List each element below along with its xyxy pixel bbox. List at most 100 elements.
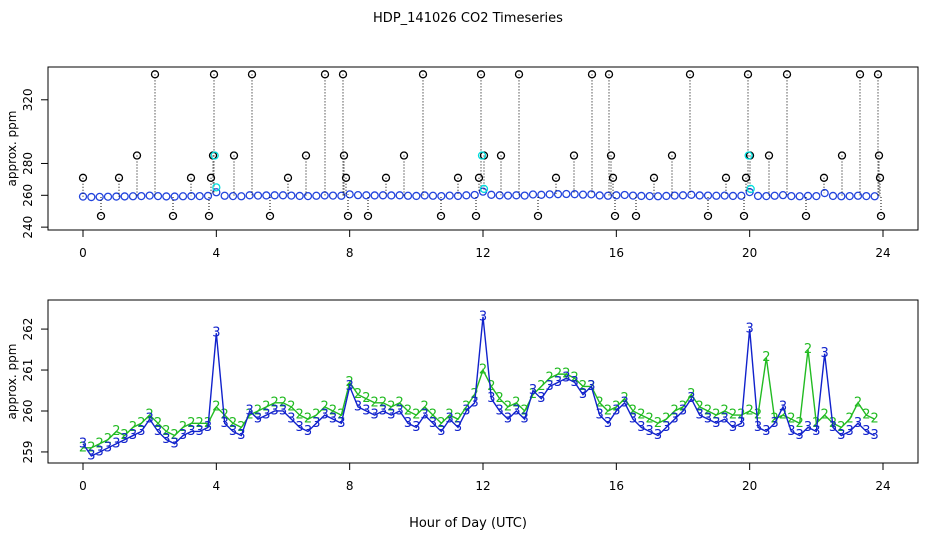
point-marker: 3	[304, 424, 312, 439]
point-marker: 2	[246, 408, 254, 423]
point-marker: 3	[662, 420, 670, 435]
point	[853, 191, 863, 200]
x-tick-label: 20	[742, 479, 757, 493]
point	[178, 192, 188, 201]
point	[553, 190, 563, 199]
point	[453, 173, 463, 182]
point	[770, 191, 779, 200]
point-marker: 3	[537, 391, 545, 406]
point-marker: 3	[112, 436, 120, 451]
point-marker: 3	[479, 309, 487, 324]
point-marker: 2	[537, 379, 545, 394]
x-tick-label: 8	[346, 479, 354, 493]
point	[170, 192, 179, 201]
point	[487, 190, 496, 199]
point	[112, 192, 121, 201]
point	[150, 70, 160, 79]
point	[353, 190, 363, 200]
point-marker: 3	[712, 416, 720, 431]
point-marker: 2	[804, 342, 812, 357]
point-marker: 2	[329, 403, 337, 418]
point	[312, 191, 321, 200]
point-marker: 3	[179, 428, 187, 443]
x-tick-label: 24	[875, 246, 890, 260]
point-marker: 2	[871, 412, 879, 427]
point-marker: 2	[854, 395, 862, 410]
point	[338, 70, 348, 79]
point-marker: 2	[362, 391, 370, 406]
point-marker: 3	[346, 379, 354, 394]
point-marker: 2	[104, 432, 112, 447]
point	[453, 191, 463, 201]
point	[337, 191, 346, 200]
point-marker: 2	[796, 416, 804, 431]
point	[228, 191, 238, 201]
x-tick-label: 0	[79, 246, 87, 260]
point-marker: 3	[279, 403, 287, 418]
point-marker: 2	[687, 387, 695, 402]
point	[721, 173, 731, 182]
point	[339, 151, 349, 160]
point-marker: 3	[321, 408, 329, 423]
point	[283, 173, 293, 182]
point	[819, 173, 829, 182]
point-marker: 2	[712, 408, 720, 423]
point-marker: 3	[246, 403, 254, 418]
point-marker: 3	[554, 375, 562, 390]
point	[295, 191, 304, 201]
point	[320, 70, 330, 79]
point-marker: 2	[179, 420, 187, 435]
point-marker: 2	[221, 408, 229, 423]
point	[186, 173, 196, 182]
point-marker: 3	[462, 403, 470, 418]
point-marker: 3	[637, 420, 645, 435]
point	[862, 191, 871, 201]
point-marker: 2	[746, 403, 754, 418]
point	[570, 190, 579, 199]
point-marker: 3	[254, 412, 262, 427]
point-marker: 3	[471, 395, 479, 410]
point-marker: 2	[704, 403, 712, 418]
point-marker: 3	[271, 403, 279, 418]
point-marker: 2	[821, 408, 829, 423]
point-marker: 3	[229, 424, 237, 439]
point-marker: 3	[312, 416, 320, 431]
point	[608, 173, 618, 182]
point-marker: 2	[196, 416, 204, 431]
point	[728, 191, 738, 201]
point-marker: 3	[212, 326, 220, 341]
point	[744, 151, 753, 160]
point-marker: 3	[262, 408, 270, 423]
point-marker: 3	[604, 416, 612, 431]
point-marker: 2	[454, 412, 462, 427]
point	[145, 191, 154, 200]
point-marker: 2	[296, 408, 304, 423]
point	[512, 191, 521, 200]
point	[378, 191, 388, 200]
point	[743, 70, 753, 79]
point-marker: 3	[121, 432, 129, 447]
point-marker: 3	[387, 408, 395, 423]
point	[514, 70, 524, 79]
point	[362, 191, 371, 200]
point	[528, 190, 538, 199]
point-marker: 2	[262, 399, 270, 414]
point	[470, 190, 479, 200]
point-marker: 2	[112, 424, 120, 439]
point	[420, 191, 429, 200]
point-marker: 2	[504, 399, 512, 414]
point-marker: 3	[729, 420, 737, 435]
point	[753, 191, 763, 201]
point-marker: 3	[779, 399, 787, 414]
point-marker: 2	[662, 412, 670, 427]
point-marker: 2	[637, 408, 645, 423]
point	[703, 211, 713, 221]
point	[637, 191, 646, 201]
point	[837, 151, 847, 160]
point	[247, 70, 257, 79]
point-marker: 3	[437, 424, 445, 439]
point-marker: 3	[237, 428, 245, 443]
point-marker: 2	[137, 416, 145, 431]
point-marker: 3	[412, 420, 420, 435]
point	[229, 151, 239, 160]
